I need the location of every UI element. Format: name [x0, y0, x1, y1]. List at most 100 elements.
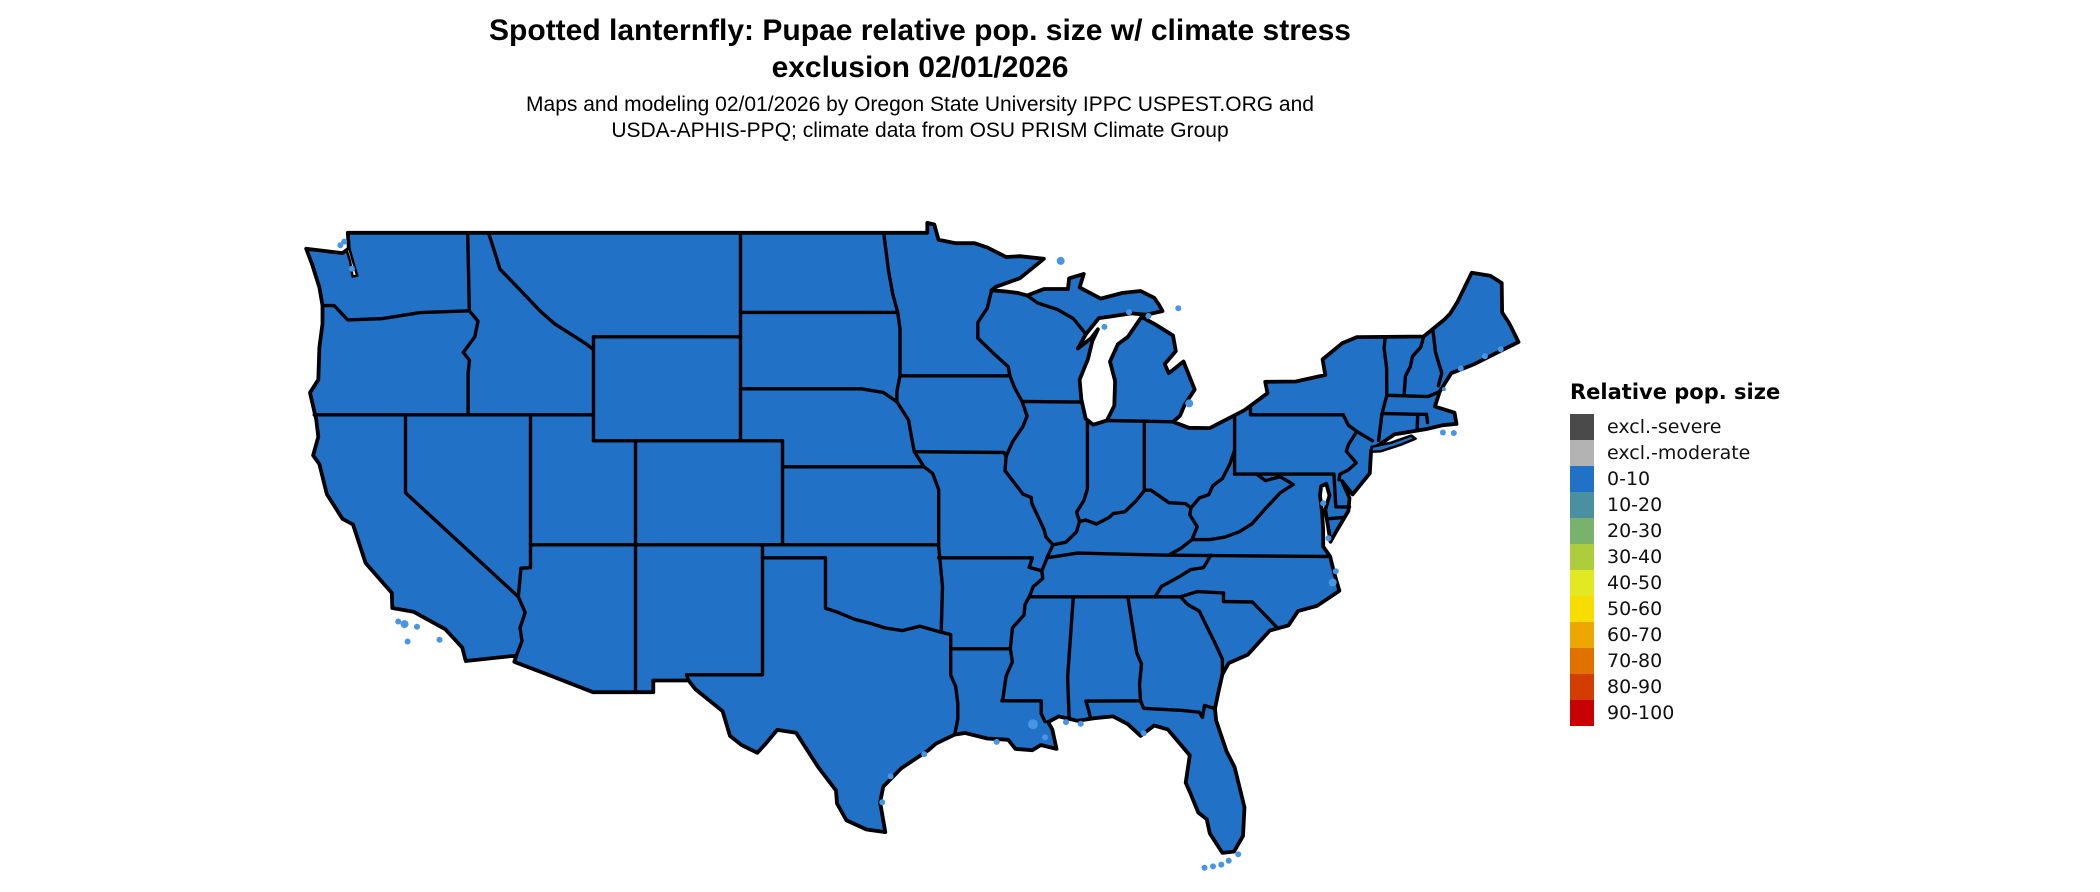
state-border-line [1325, 515, 1345, 521]
coastal-island-speck [1056, 256, 1065, 265]
state-border-line [1126, 595, 1144, 703]
state-border-line [1188, 506, 1199, 542]
state-border-line [912, 450, 941, 547]
state-border-line [1248, 406, 1345, 417]
coastal-island-speck [1332, 568, 1339, 575]
legend-label: 30-40 [1607, 546, 1663, 568]
state-border-line [1402, 334, 1426, 398]
legend-swatch [1570, 544, 1594, 570]
legend-label: 70-80 [1607, 650, 1663, 672]
legend-item-excl-moderate: excl.-moderate [1570, 440, 1780, 466]
coastal-island-speck [1042, 734, 1048, 741]
coastal-island-speck [1145, 313, 1152, 319]
legend-swatch [1570, 570, 1594, 596]
legend-item-50-60: 50-60 [1570, 596, 1780, 622]
legend-swatch [1570, 492, 1594, 518]
coastal-island-speck [1450, 430, 1457, 436]
coastal-island-speck [404, 638, 411, 645]
legend-title: Relative pop. size [1570, 380, 1781, 404]
state-border-line [1084, 699, 1143, 719]
state-border-line [1153, 553, 1213, 599]
legend-label: excl.-moderate [1607, 442, 1751, 464]
state-border-line [320, 303, 471, 322]
state-border-line [514, 595, 527, 658]
state-border-line [1001, 569, 1045, 700]
legend-swatch [1570, 674, 1594, 700]
legend-label: 0-10 [1607, 468, 1651, 490]
state-border-line [1025, 293, 1088, 336]
coastal-island-speck [400, 620, 409, 629]
coastal-island-speck [1140, 730, 1147, 737]
state-border-line [1065, 595, 1075, 719]
state-border-line [895, 400, 916, 454]
state-border-line [1332, 472, 1352, 509]
legend-item-70-80: 70-80 [1570, 648, 1780, 674]
state-border-line [939, 630, 960, 737]
state-border-line [1003, 454, 1055, 547]
state-border-line [976, 288, 1012, 378]
state-border-line [1045, 551, 1170, 560]
coastal-island-speck [887, 773, 894, 780]
coastal-island-speck [1101, 323, 1108, 330]
legend-label: 50-60 [1607, 598, 1663, 620]
coastal-island-speck [1235, 851, 1242, 858]
state-border-line [1178, 589, 1278, 629]
coastal-island-speck [1028, 719, 1038, 730]
legend-swatch [1570, 596, 1594, 622]
figure-title-line2: exclusion 02/01/2026 [771, 51, 1069, 84]
figure-subtitle: Maps and modeling 02/01/2026 by Oregon S… [295, 92, 1545, 144]
figure-subtitle-line2: USDA-APHIS-PPQ; climate data from OSU PR… [611, 119, 1229, 142]
coastal-island-speck [436, 636, 443, 643]
coastal-island-speck [1210, 863, 1216, 870]
legend-item-excl-severe: excl.-severe [1570, 414, 1780, 440]
state-border-line [1337, 413, 1359, 482]
state-border-line [1431, 327, 1444, 388]
state-border-line [738, 387, 899, 404]
state-border-line [1415, 412, 1420, 433]
coastal-island-speck [1325, 535, 1332, 542]
figure-subtitle-line1: Maps and modeling 02/01/2026 by Oregon S… [526, 93, 1314, 116]
state-border-line [882, 231, 900, 315]
state-border-line [1380, 411, 1429, 416]
state-border-line [1074, 418, 1090, 524]
legend-swatch [1570, 622, 1594, 648]
coastal-island-speck [1481, 353, 1488, 360]
state-border-line [1105, 418, 1175, 424]
legend-label: excl.-severe [1607, 416, 1722, 438]
legend-swatch [1570, 648, 1594, 674]
state-border-line [1376, 335, 1389, 442]
state-border-line [461, 309, 480, 417]
coastal-island-speck [993, 738, 1000, 745]
state-border-line [896, 310, 902, 378]
coastal-island-speck [1225, 857, 1232, 864]
figure-title-line1: Spotted lanternfly: Pupae relative pop. … [489, 14, 1351, 47]
legend-item-40-50: 40-50 [1570, 570, 1780, 596]
coastal-island-speck [1457, 365, 1464, 372]
state-border-line [1020, 399, 1083, 404]
coastal-island-speck [1185, 399, 1194, 408]
state-border-line [1424, 412, 1430, 425]
coastal-island-speck [1439, 429, 1446, 436]
legend-swatch [1570, 440, 1594, 466]
state-border-line [1008, 374, 1024, 404]
coastal-island-speck [1442, 387, 1446, 392]
us-map-svg [304, 221, 1521, 871]
legend-label: 90-100 [1607, 702, 1675, 724]
legend-item-80-90: 80-90 [1570, 674, 1780, 700]
coastal-island-speck [1063, 719, 1069, 726]
state-border-line [1178, 595, 1225, 676]
state-border-line [1190, 482, 1295, 542]
legend-item-30-40: 30-40 [1570, 544, 1780, 570]
state-border-line [1000, 696, 1047, 724]
state-border-line [403, 413, 520, 599]
us-map [290, 212, 1540, 892]
coastal-island-speck [1201, 864, 1208, 871]
figure-title: Spotted lanternfly: Pupae relative pop. … [295, 12, 1545, 86]
state-border-line [1355, 429, 1375, 443]
legend-swatch [1570, 466, 1594, 492]
coastal-island-speck [1175, 305, 1182, 312]
coastal-island-speck [921, 751, 928, 758]
legend-label: 10-20 [1607, 494, 1663, 516]
coastal-island-speck [1497, 346, 1504, 353]
